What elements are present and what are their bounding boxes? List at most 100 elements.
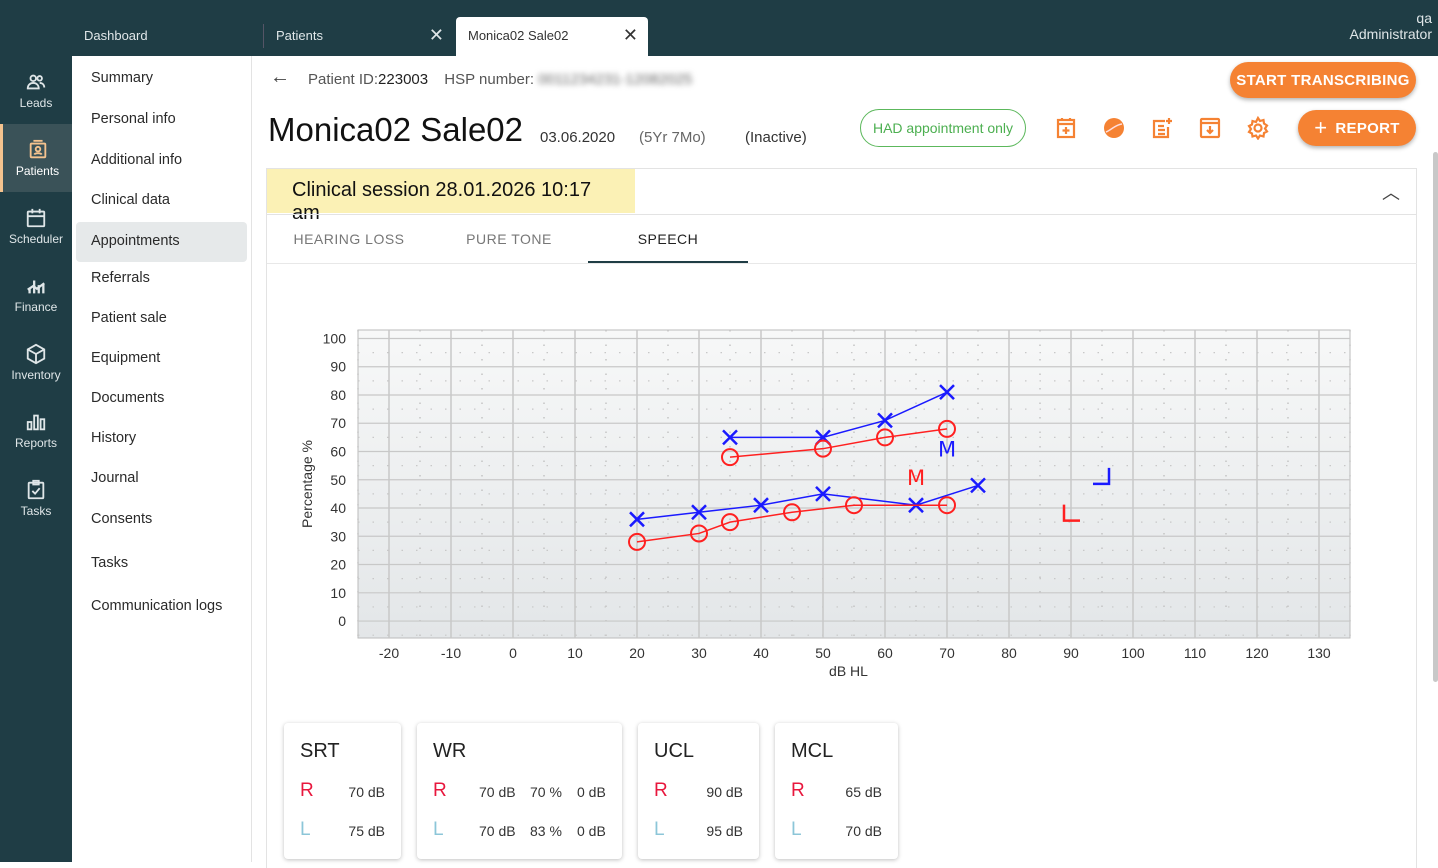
nav-label: Leads bbox=[19, 95, 53, 110]
subnav-patient-sale[interactable]: Patient sale bbox=[91, 310, 167, 326]
y-tick-label: 100 bbox=[323, 330, 347, 346]
tab-divider bbox=[263, 24, 264, 48]
right-ear-marker bbox=[938, 419, 956, 438]
x-tick-label: 10 bbox=[567, 645, 583, 661]
report-button[interactable]: + REPORT bbox=[1298, 110, 1416, 146]
nav-inventory[interactable]: Inventory bbox=[0, 328, 72, 396]
subnav-appointments[interactable]: Appointments bbox=[76, 222, 247, 262]
nav-label: Tasks bbox=[20, 503, 52, 518]
clinical-session-panel: Clinical session 28.01.2026 10:17 am ︿ H… bbox=[266, 168, 1417, 868]
archive-download-icon[interactable] bbox=[1198, 116, 1222, 140]
left-ear-label: L bbox=[791, 819, 802, 840]
add-note-icon[interactable] bbox=[1150, 116, 1174, 140]
nav-label: Finance bbox=[14, 299, 58, 314]
y-tick-label: 50 bbox=[330, 472, 346, 488]
start-transcribing-button[interactable]: START TRANSCRIBING bbox=[1230, 62, 1416, 98]
plus-icon: + bbox=[1314, 115, 1328, 140]
right-ear-marker bbox=[721, 448, 739, 467]
left-ucl-marker bbox=[1093, 467, 1111, 486]
user-menu[interactable]: qa Administrator bbox=[1350, 10, 1432, 42]
wr-card: WR R 70 dB 70 % 0 dB L 70 dB 83 % 0 dB bbox=[417, 723, 622, 859]
left-ear-marker bbox=[815, 486, 831, 502]
right-ear-label: R bbox=[433, 780, 447, 801]
tab-label: Monica02 Sale02 bbox=[468, 28, 569, 43]
left-ear-marker bbox=[691, 504, 707, 521]
left-ear-marker bbox=[753, 497, 769, 514]
card-title: WR bbox=[433, 740, 467, 762]
subnav-personal-info[interactable]: Personal info bbox=[91, 111, 176, 127]
scrollbar[interactable] bbox=[1433, 152, 1438, 682]
nav-leads[interactable]: Leads bbox=[0, 56, 72, 124]
main-content: ← Patient ID:223003 HSP number: 00112342… bbox=[252, 56, 1438, 868]
y-tick-label: 30 bbox=[330, 528, 346, 544]
top-bar: Dashboard Patients ✕ Monica02 Sale02 ✕ qa A… bbox=[0, 0, 1438, 56]
right-ear-marker bbox=[845, 496, 863, 515]
collapse-chevron-icon[interactable]: ︿ bbox=[1382, 183, 1400, 203]
mcl-left-value: 70 dB bbox=[845, 823, 882, 839]
subnav-journal[interactable]: Journal bbox=[91, 470, 139, 486]
patient-subnav: Summary Personal info Additional info Cl… bbox=[72, 56, 252, 862]
x-tick-label: 50 bbox=[815, 645, 831, 661]
tab-pure-tone[interactable]: PURE TONE bbox=[466, 231, 552, 247]
y-axis-label: Percentage % bbox=[299, 440, 315, 528]
left-ear-marker bbox=[939, 384, 955, 401]
subnav-documents[interactable]: Documents bbox=[91, 390, 165, 406]
card-title: UCL bbox=[654, 740, 695, 762]
patient-status: (Inactive) bbox=[745, 129, 807, 146]
add-calendar-icon[interactable] bbox=[1054, 116, 1078, 140]
right-ear-marker bbox=[690, 524, 708, 543]
right-ear-marker bbox=[814, 439, 832, 458]
subnav-clinical-data[interactable]: Clinical data bbox=[91, 192, 170, 208]
x-tick-label: -10 bbox=[441, 645, 461, 661]
close-icon[interactable]: ✕ bbox=[622, 25, 638, 45]
nav-reports[interactable]: Reports bbox=[0, 396, 72, 464]
nav-scheduler[interactable]: Scheduler bbox=[0, 192, 72, 260]
tab-label: Patients bbox=[276, 28, 323, 43]
nav-finance[interactable]: Finance bbox=[0, 260, 72, 328]
active-tab-indicator bbox=[588, 261, 748, 263]
gear-icon[interactable] bbox=[1246, 116, 1270, 140]
hearing-device-icon[interactable] bbox=[1102, 116, 1126, 140]
calendar-icon bbox=[26, 208, 46, 227]
subnav-history[interactable]: History bbox=[91, 430, 137, 446]
subnav-referrals[interactable]: Referrals bbox=[91, 270, 150, 286]
back-arrow-icon[interactable]: ← bbox=[270, 66, 290, 88]
wr-right-level: 70 dB bbox=[479, 784, 516, 800]
tab-hearing-loss[interactable]: HEARING LOSS bbox=[293, 231, 405, 247]
subnav-tasks[interactable]: Tasks bbox=[91, 555, 129, 571]
y-tick-label: 70 bbox=[330, 415, 346, 431]
ucl-left-value: 95 dB bbox=[706, 823, 743, 839]
left-ear-marker bbox=[722, 429, 738, 446]
y-tick-label: 0 bbox=[338, 613, 346, 629]
user-role: Administrator bbox=[1349, 26, 1432, 42]
tab-label: Dashboard bbox=[84, 28, 148, 43]
subnav-communication-logs[interactable]: Communication logs bbox=[91, 598, 223, 614]
subnav-additional-info[interactable]: Additional info bbox=[91, 152, 183, 168]
series-line-right bbox=[636, 504, 947, 543]
left-ear-marker bbox=[877, 412, 893, 429]
subnav-equipment[interactable]: Equipment bbox=[91, 350, 161, 366]
nav-patients[interactable]: Patients bbox=[0, 124, 72, 192]
ucl-right-value: 90 dB bbox=[706, 784, 743, 800]
tab-patient-monica[interactable]: Monica02 Sale02 ✕ bbox=[456, 17, 648, 56]
y-tick-label: 40 bbox=[330, 500, 346, 516]
y-tick-label: 20 bbox=[330, 557, 346, 573]
tab-patients[interactable]: Patients ✕ bbox=[264, 17, 454, 56]
speech-audiogram-chart: -20 -10 0 10 20 30 40 50 60 70 80 90 100 110 120 130 0 10… bbox=[299, 329, 1351, 679]
x-tick-label: 100 bbox=[1121, 645, 1145, 661]
tab-speech[interactable]: SPEECH bbox=[637, 231, 699, 247]
right-ear-marker bbox=[628, 532, 646, 551]
tab-dashboard[interactable]: Dashboard bbox=[72, 17, 262, 56]
nav-tasks[interactable]: Tasks bbox=[0, 464, 72, 532]
x-tick-label: 70 bbox=[939, 645, 955, 661]
x-tick-label: 130 bbox=[1307, 645, 1331, 661]
hsp-number: 0011234231-12082025 bbox=[538, 71, 693, 88]
subnav-consents[interactable]: Consents bbox=[91, 511, 153, 527]
user-name: qa bbox=[1416, 10, 1432, 26]
y-tick-label: 60 bbox=[330, 444, 346, 460]
x-tick-label: 110 bbox=[1184, 645, 1207, 661]
close-icon[interactable]: ✕ bbox=[428, 25, 444, 45]
srt-card: SRT R 70 dB L 75 dB bbox=[284, 723, 401, 859]
subnav-summary[interactable]: Summary bbox=[91, 70, 154, 86]
wr-right-masking: 0 dB bbox=[577, 784, 606, 800]
